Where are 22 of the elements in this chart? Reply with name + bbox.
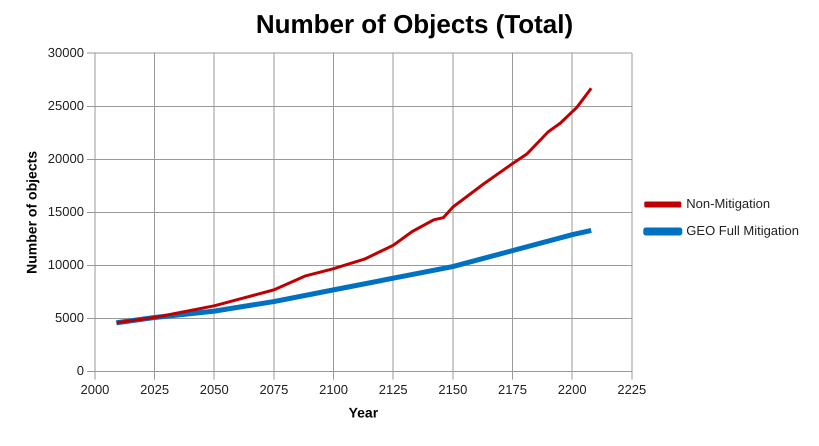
x-tick-label: 2050 [200,382,229,397]
x-tick-label: 2175 [498,382,527,397]
x-tick-label: 2025 [140,382,170,397]
x-tick-label: 2150 [438,382,468,397]
y-tick-label: 15000 [48,204,84,219]
x-tick-label: 2225 [617,382,646,397]
chart-title: Number of Objects (Total) [256,8,574,39]
legend-label: GEO Full Mitigation [686,223,799,238]
x-tick-label: 2000 [80,382,110,397]
y-tick-label: 0 [76,363,84,378]
x-tick-label: 2100 [319,382,348,397]
y-tick-label: 30000 [48,44,84,60]
x-tick-label: 2125 [378,382,408,397]
y-tick-label: 5000 [55,310,84,326]
y-axis-title: Number of objects [23,150,40,274]
y-tick-label: 25000 [48,98,84,113]
x-axis-title: Year [348,404,379,420]
x-tick-label: 2075 [259,382,288,397]
x-tick-label: 2200 [558,382,587,397]
y-tick-label: 10000 [48,257,84,272]
legend-label: Non-Mitigation [686,196,770,212]
y-tick-label: 20000 [48,150,84,166]
